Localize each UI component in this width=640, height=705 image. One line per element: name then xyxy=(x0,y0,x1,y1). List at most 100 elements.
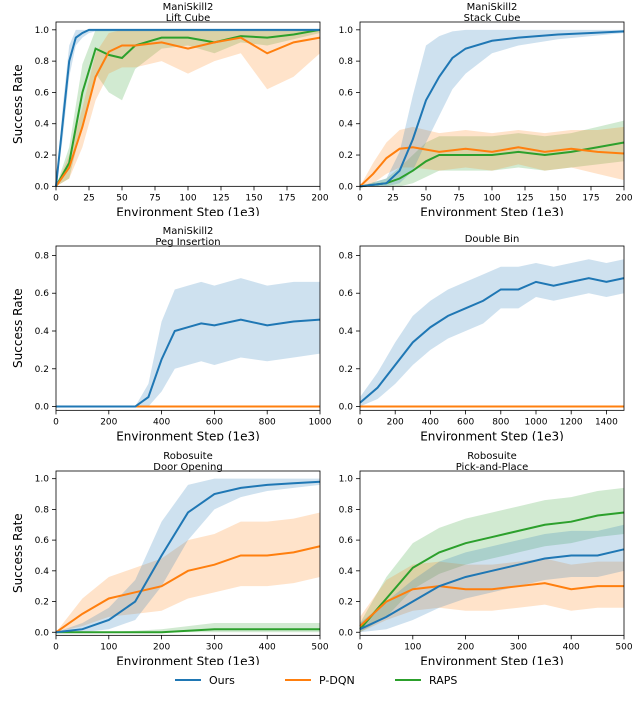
legend: Ours P-DQN RAPS xyxy=(0,668,640,696)
xtick: 400 xyxy=(259,642,276,652)
ytick: 0.8 xyxy=(35,57,50,67)
xtick: 200 xyxy=(100,418,117,428)
xtick: 400 xyxy=(153,418,170,428)
title: Peg Insertion xyxy=(155,237,220,248)
xtick: 175 xyxy=(582,193,599,203)
ytick: 1.0 xyxy=(35,26,50,36)
title-top: Robosuite xyxy=(163,451,212,462)
xtick: 0 xyxy=(53,642,59,652)
ytick: 0.6 xyxy=(35,290,50,300)
xtick: 300 xyxy=(510,642,527,652)
xtick: 175 xyxy=(278,193,295,203)
ytick: 0.2 xyxy=(35,597,49,607)
xtick: 200 xyxy=(153,642,170,652)
ytick: 0.6 xyxy=(339,290,354,300)
xtick: 300 xyxy=(206,642,223,652)
xtick: 200 xyxy=(387,418,404,428)
ytick: 0.4 xyxy=(35,327,50,337)
ytick: 0.2 xyxy=(339,597,353,607)
ytick: 1.0 xyxy=(339,26,354,36)
xtick: 200 xyxy=(615,193,632,203)
xlabel: Environment Step (1e3) xyxy=(116,430,260,441)
ytick: 1.0 xyxy=(339,474,354,484)
xtick: 0 xyxy=(53,418,59,428)
xlabel: Environment Step (1e3) xyxy=(420,654,564,665)
ytick: 0.6 xyxy=(35,88,50,98)
ytick: 0.4 xyxy=(339,120,354,130)
title: Pick-and-Place xyxy=(456,462,529,473)
ytick: 0.4 xyxy=(35,120,50,130)
ytick: 0.4 xyxy=(339,327,354,337)
xlabel: Environment Step (1e3) xyxy=(116,654,260,665)
xtick: 200 xyxy=(457,642,474,652)
xtick: 400 xyxy=(422,418,439,428)
xtick: 125 xyxy=(212,193,229,203)
xtick: 0 xyxy=(357,418,363,428)
title: Double Bin xyxy=(465,234,520,245)
title: Door Opening xyxy=(153,462,222,473)
title-top: ManiSkill2 xyxy=(163,226,214,237)
ytick: 0.8 xyxy=(339,57,354,67)
title: Lift Cube xyxy=(166,13,211,24)
ylabel: Success Rate xyxy=(12,513,25,593)
ytick: 0.0 xyxy=(339,182,354,192)
xtick: 500 xyxy=(615,642,632,652)
band-Ours xyxy=(360,260,624,407)
panel-stack_cube: 02550751001251501752000.00.20.40.60.81.0… xyxy=(316,0,638,220)
panel-peg_insertion: 020040060080010000.00.20.40.60.8Environm… xyxy=(12,224,334,444)
ytick: 0.0 xyxy=(35,403,50,413)
title-top: ManiSkill2 xyxy=(163,2,214,13)
xtick: 1200 xyxy=(560,418,583,428)
ytick: 0.0 xyxy=(35,182,50,192)
ytick: 0.8 xyxy=(339,505,354,515)
ytick: 0.4 xyxy=(35,566,50,576)
panel-pick_place: 0 100 200 300 400 500 0.0 0.2 0.4 0.6 0.8 1.0 Enviro… xyxy=(316,449,638,669)
xtick: 600 xyxy=(457,418,474,428)
ytick: 0.6 xyxy=(35,536,50,546)
ytick: 0.8 xyxy=(339,252,354,262)
panel-double_bin: 0 200 400 600 800 1000 1200 1400 0.0 0.2 0.4 0.6 0.8… xyxy=(316,224,638,444)
xtick: 0 xyxy=(357,193,363,203)
ytick: 0.6 xyxy=(339,536,354,546)
xtick: 25 xyxy=(83,193,94,203)
xtick: 1000 xyxy=(525,418,548,428)
xtick: 400 xyxy=(563,642,580,652)
ytick: 0.2 xyxy=(35,151,49,161)
xtick: 50 xyxy=(420,193,432,203)
xtick: 1400 xyxy=(595,418,618,428)
xtick: 75 xyxy=(453,193,464,203)
ytick: 1.0 xyxy=(35,474,50,484)
legend-label: Ours xyxy=(209,674,235,687)
xtick: 25 xyxy=(387,193,398,203)
xtick: 100 xyxy=(179,193,196,203)
legend-label: P-DQN xyxy=(319,674,355,687)
xtick: 100 xyxy=(404,642,421,652)
xtick: 125 xyxy=(516,193,533,203)
xlabel: Environment Step (1e3) xyxy=(420,430,564,441)
xtick: 0 xyxy=(53,193,59,203)
title: Stack Cube xyxy=(464,13,521,24)
figure: 02550751001251501752000.00.20.40.60.81.0… xyxy=(0,0,640,705)
legend-label: RAPS xyxy=(429,674,457,687)
xtick: 800 xyxy=(492,418,509,428)
ytick: 0.2 xyxy=(339,151,353,161)
title-top: ManiSkill2 xyxy=(467,2,518,13)
xtick: 50 xyxy=(116,193,128,203)
ytick: 0.0 xyxy=(35,628,50,638)
ytick: 0.0 xyxy=(339,403,354,413)
xtick: 100 xyxy=(100,642,117,652)
band-Ours xyxy=(56,278,320,406)
title-top: Robosuite xyxy=(467,451,516,462)
xtick: 600 xyxy=(206,418,223,428)
xlabel: Environment Step (1e3) xyxy=(116,205,260,216)
xtick: 100 xyxy=(483,193,500,203)
xlabel: Environment Step (1e3) xyxy=(420,205,564,216)
ytick: 0.0 xyxy=(339,628,354,638)
ytick: 0.6 xyxy=(339,88,354,98)
ytick: 0.8 xyxy=(35,505,50,515)
xtick: 75 xyxy=(149,193,160,203)
xtick: 0 xyxy=(357,642,363,652)
ytick: 0.4 xyxy=(339,566,354,576)
ytick: 0.2 xyxy=(339,365,353,375)
ylabel: Success Rate xyxy=(12,289,25,369)
